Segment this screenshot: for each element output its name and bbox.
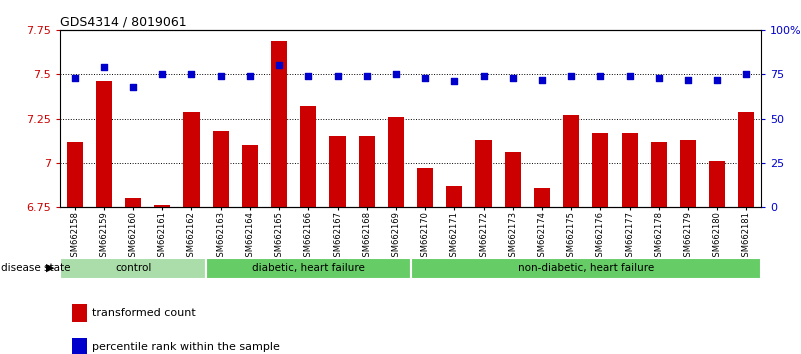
- Text: GDS4314 / 8019061: GDS4314 / 8019061: [60, 16, 187, 29]
- Bar: [534, 188, 550, 207]
- Point: [565, 73, 578, 79]
- Point: [652, 75, 665, 81]
- Point: [682, 77, 694, 82]
- Point: [740, 72, 753, 77]
- Point: [331, 73, 344, 79]
- Bar: [183, 112, 199, 207]
- Bar: [300, 106, 316, 207]
- Bar: [155, 205, 171, 207]
- Bar: [709, 161, 725, 207]
- Text: ▶: ▶: [46, 263, 54, 273]
- Point: [185, 72, 198, 77]
- Bar: [680, 140, 696, 207]
- Bar: [125, 198, 141, 207]
- Bar: [410, 258, 761, 279]
- Point: [302, 73, 315, 79]
- Bar: [739, 112, 755, 207]
- Bar: [242, 145, 258, 207]
- Bar: [96, 81, 112, 207]
- Point: [419, 75, 432, 81]
- Text: percentile rank within the sample: percentile rank within the sample: [92, 342, 280, 352]
- Point: [98, 64, 111, 70]
- Text: disease state: disease state: [1, 263, 70, 273]
- Text: control: control: [115, 263, 151, 273]
- Bar: [329, 136, 345, 207]
- Point: [506, 75, 519, 81]
- Point: [710, 77, 723, 82]
- Bar: [592, 133, 609, 207]
- Bar: [622, 133, 638, 207]
- Point: [127, 84, 139, 90]
- Point: [536, 77, 549, 82]
- Point: [244, 73, 256, 79]
- Bar: [66, 142, 83, 207]
- Bar: [271, 41, 287, 207]
- Text: diabetic, heart failure: diabetic, heart failure: [252, 263, 364, 273]
- Bar: [388, 117, 404, 207]
- Point: [272, 63, 285, 68]
- Point: [594, 73, 606, 79]
- Bar: [60, 258, 206, 279]
- Text: non-diabetic, heart failure: non-diabetic, heart failure: [517, 263, 654, 273]
- Bar: [359, 136, 375, 207]
- Point: [623, 73, 636, 79]
- Point: [389, 72, 402, 77]
- Bar: [417, 168, 433, 207]
- Bar: [212, 131, 229, 207]
- Point: [477, 73, 490, 79]
- Bar: [476, 140, 492, 207]
- Point: [215, 73, 227, 79]
- Point: [68, 75, 81, 81]
- Bar: [563, 115, 579, 207]
- Bar: [206, 258, 410, 279]
- Point: [448, 79, 461, 84]
- Bar: [505, 152, 521, 207]
- Bar: [650, 142, 666, 207]
- Point: [360, 73, 373, 79]
- Point: [156, 72, 169, 77]
- Bar: [446, 186, 462, 207]
- Text: transformed count: transformed count: [92, 308, 196, 318]
